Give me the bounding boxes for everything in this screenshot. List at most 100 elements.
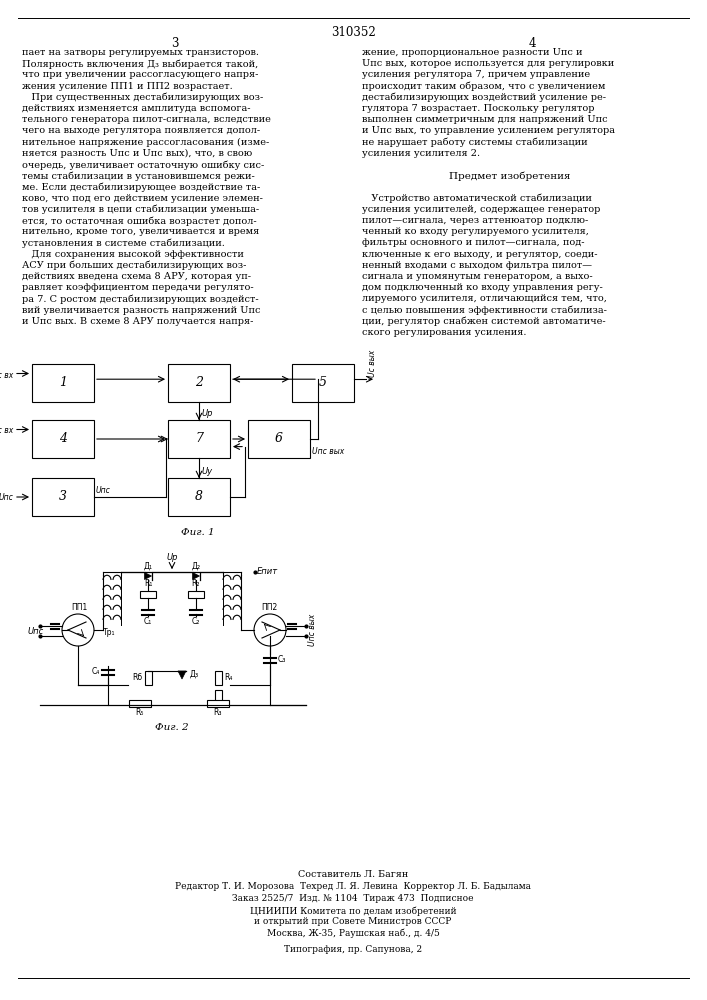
Text: ПП2: ПП2 <box>261 603 277 612</box>
Text: 8: 8 <box>195 490 203 504</box>
Bar <box>32 364 94 402</box>
Bar <box>248 420 310 458</box>
Bar <box>168 364 230 402</box>
Text: пилот—сигнала, через аттенюатор подклю-: пилот—сигнала, через аттенюатор подклю- <box>362 216 588 225</box>
Text: чего на выходе регулятора появляется допол-: чего на выходе регулятора появляется доп… <box>22 126 260 135</box>
Text: Устройство автоматической стабилизации: Устройство автоматической стабилизации <box>362 194 592 203</box>
Text: жение, пропорциональное разности Uпс и: жение, пропорциональное разности Uпс и <box>362 48 583 57</box>
Text: Uпс: Uпс <box>0 493 13 502</box>
Text: тельного генератора пилот-сигнала, вследствие: тельного генератора пилот-сигнала, вслед… <box>22 115 271 124</box>
Text: Предмет изобретения: Предмет изобретения <box>449 171 571 181</box>
Text: жения усиление ПП1 и ПП2 возрастает.: жения усиление ПП1 и ПП2 возрастает. <box>22 82 233 91</box>
Text: Uпс вых: Uпс вых <box>308 614 317 646</box>
Text: дестабилизирующих воздействий усиление ре-: дестабилизирующих воздействий усиление р… <box>362 93 606 102</box>
Text: C₂: C₂ <box>192 617 200 626</box>
Text: и Uпс вых, то управление усилением регулятора: и Uпс вых, то управление усилением регул… <box>362 126 615 135</box>
Bar <box>32 478 94 516</box>
Text: 7: 7 <box>195 432 203 446</box>
Text: 3: 3 <box>59 490 67 504</box>
Text: няется разность Uпс и Uпс вых), что, в свою: няется разность Uпс и Uпс вых), что, в с… <box>22 149 252 158</box>
Text: действиях изменяется амплитуда вспомога-: действиях изменяется амплитуда вспомога- <box>22 104 250 113</box>
Text: фильтры основного и пилот—сигнала, под-: фильтры основного и пилот—сигнала, под- <box>362 238 585 247</box>
Text: 4: 4 <box>59 432 67 446</box>
Text: Составитель Л. Багян: Составитель Л. Багян <box>298 870 408 879</box>
Bar <box>188 590 204 597</box>
Text: R₅: R₅ <box>136 708 144 717</box>
Bar <box>207 700 229 706</box>
Text: усиления усилителя 2.: усиления усилителя 2. <box>362 149 480 158</box>
Text: тов усилителя в цепи стабилизации уменьша-: тов усилителя в цепи стабилизации уменьш… <box>22 205 259 214</box>
Text: Uпс вых: Uпс вых <box>312 447 344 456</box>
Text: Д₁: Д₁ <box>144 562 153 570</box>
Text: нительное напряжение рассогласования (изме-: нительное напряжение рассогласования (из… <box>22 138 269 147</box>
Text: Д₃: Д₃ <box>190 670 199 678</box>
Text: гулятора 7 возрастает. Поскольку регулятор: гулятора 7 возрастает. Поскольку регулят… <box>362 104 595 113</box>
Text: темы стабилизации в установившемся режи-: темы стабилизации в установившемся режи- <box>22 171 255 181</box>
Text: Uпс вых, которое используется для регулировки: Uпс вых, которое используется для регули… <box>362 59 614 68</box>
Text: ЦНИИПИ Комитета по делам изобретений: ЦНИИПИ Комитета по делам изобретений <box>250 906 456 916</box>
Text: выполнен симметричным для напряжений Uпс: выполнен симметричным для напряжений Uпс <box>362 115 607 124</box>
Text: установления в системе стабилизации.: установления в системе стабилизации. <box>22 238 225 248</box>
Text: Москва, Ж-35, Раушская наб., д. 4/5: Москва, Ж-35, Раушская наб., д. 4/5 <box>267 928 440 938</box>
Bar <box>214 690 221 704</box>
Text: действиях введена схема 8 АРУ, которая уп-: действиях введена схема 8 АРУ, которая у… <box>22 272 251 281</box>
Text: сигнала и упомянутым генератором, а выхо-: сигнала и упомянутым генератором, а выхо… <box>362 272 592 281</box>
Polygon shape <box>192 572 199 580</box>
Text: что при увеличении рассогласующего напря-: что при увеличении рассогласующего напря… <box>22 70 258 79</box>
Text: усиления усилителей, содержащее генератор: усиления усилителей, содержащее генерато… <box>362 205 600 214</box>
Text: Uу: Uу <box>202 467 213 476</box>
Text: Тр₁: Тр₁ <box>103 628 115 637</box>
Text: пает на затворы регулируемых транзисторов.: пает на затворы регулируемых транзисторо… <box>22 48 259 57</box>
Text: Полярность включения Д₃ выбирается такой,: Полярность включения Д₃ выбирается такой… <box>22 59 258 69</box>
Text: 310352: 310352 <box>331 26 375 39</box>
Text: Фиг. 1: Фиг. 1 <box>181 528 215 537</box>
Text: происходит таким образом, что с увеличением: происходит таким образом, что с увеличен… <box>362 82 605 91</box>
Polygon shape <box>178 671 186 679</box>
Text: ково, что под его действием усиление элемен-: ково, что под его действием усиление эле… <box>22 194 263 203</box>
Text: C₁: C₁ <box>144 617 152 626</box>
Text: Eпит: Eпит <box>257 566 278 576</box>
Bar <box>168 420 230 458</box>
Text: C₄: C₄ <box>92 668 100 676</box>
Text: дом подключенный ко входу управления регу-: дом подключенный ко входу управления рег… <box>362 283 603 292</box>
Text: Uр: Uр <box>166 553 177 562</box>
Text: ме. Если дестабилизирующее воздействие та-: ме. Если дестабилизирующее воздействие т… <box>22 182 260 192</box>
Text: с целью повышения эффективности стабилиза-: с целью повышения эффективности стабилиз… <box>362 306 607 315</box>
Text: Типография, пр. Сапунова, 2: Типография, пр. Сапунова, 2 <box>284 945 422 954</box>
Text: АСУ при больших дестабилизирующих воз-: АСУ при больших дестабилизирующих воз- <box>22 261 246 270</box>
Bar <box>214 671 221 685</box>
Text: 5: 5 <box>319 376 327 389</box>
Text: 2: 2 <box>195 376 203 389</box>
Text: C₃: C₃ <box>278 656 286 664</box>
Text: Редактор Т. И. Морозова  Техред Л. Я. Левина  Корректор Л. Б. Бадылама: Редактор Т. И. Морозова Техред Л. Я. Лев… <box>175 882 531 891</box>
Polygon shape <box>144 572 151 580</box>
Text: очередь, увеличивает остаточную ошибку сис-: очередь, увеличивает остаточную ошибку с… <box>22 160 264 169</box>
Text: ченный ко входу регулируемого усилителя,: ченный ко входу регулируемого усилителя, <box>362 227 589 236</box>
Text: 6: 6 <box>275 432 283 446</box>
Text: и открытий при Совете Министров СССР: и открытий при Совете Министров СССР <box>255 917 452 926</box>
Text: усиления регулятора 7, причем управление: усиления регулятора 7, причем управление <box>362 70 590 79</box>
Text: Uc вых: Uc вых <box>368 350 377 377</box>
Bar <box>129 700 151 706</box>
Text: вий увеличивается разность напряжений Uпс: вий увеличивается разность напряжений Uп… <box>22 306 260 315</box>
Text: лируемого усилителя, отличающийся тем, что,: лируемого усилителя, отличающийся тем, ч… <box>362 294 607 303</box>
Text: ключенные к его выходу, и регулятор, соеди-: ключенные к его выходу, и регулятор, сое… <box>362 250 597 259</box>
Text: R₂: R₂ <box>192 579 200 588</box>
Text: ского регулирования усиления.: ского регулирования усиления. <box>362 328 527 337</box>
Text: R₁: R₁ <box>144 579 152 588</box>
Text: 3: 3 <box>171 37 179 50</box>
Text: Uc вх: Uc вх <box>0 371 13 380</box>
Text: R₄: R₄ <box>224 674 233 682</box>
Text: ненный входами с выходом фильтра пилот—: ненный входами с выходом фильтра пилот— <box>362 261 592 270</box>
Text: Uпс вх: Uпс вх <box>0 426 13 435</box>
Text: Фиг. 2: Фиг. 2 <box>156 723 189 732</box>
Text: ра 7. С ростом дестабилизирующих воздейст-: ра 7. С ростом дестабилизирующих воздейс… <box>22 294 259 304</box>
Text: 4: 4 <box>528 37 536 50</box>
Bar <box>292 364 354 402</box>
Text: Д₂: Д₂ <box>192 562 201 570</box>
Text: нительно, кроме того, увеличивается и время: нительно, кроме того, увеличивается и вр… <box>22 227 259 236</box>
Bar <box>144 671 151 685</box>
Text: ется, то остаточная ошибка возрастет допол-: ется, то остаточная ошибка возрастет доп… <box>22 216 257 226</box>
Text: При существенных дестабилизирующих воз-: При существенных дестабилизирующих воз- <box>22 93 263 102</box>
Text: Rб: Rб <box>132 674 142 682</box>
